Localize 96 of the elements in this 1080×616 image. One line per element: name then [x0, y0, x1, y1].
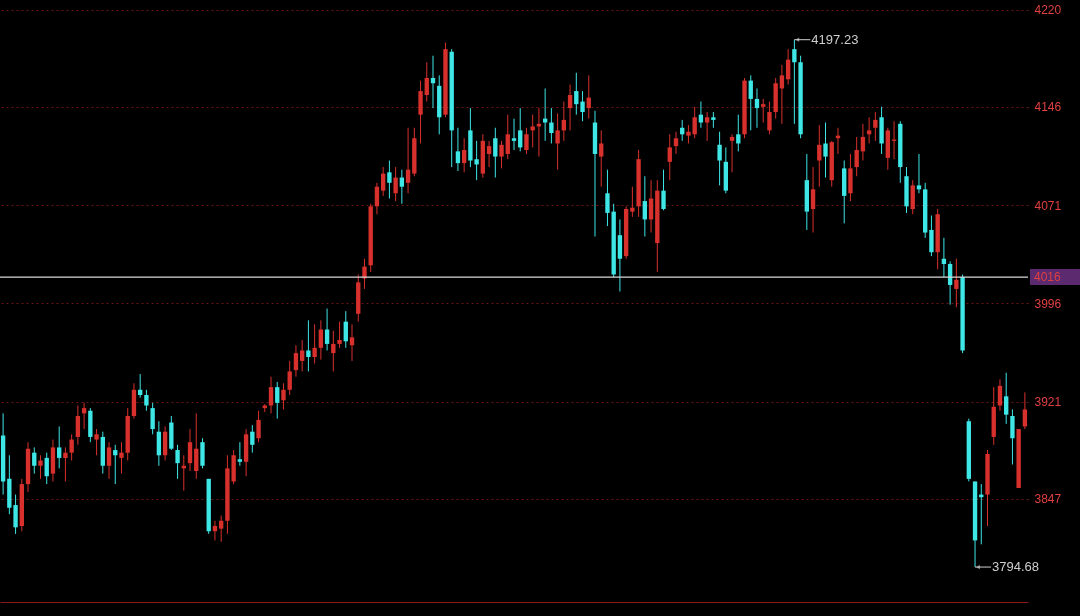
candlestick — [349, 323, 355, 362]
candlestick — [306, 319, 311, 372]
candlestick — [1004, 372, 1009, 425]
candlestick — [393, 166, 398, 202]
candlestick — [518, 107, 523, 152]
candlestick — [916, 153, 922, 194]
candlestick — [331, 330, 336, 372]
candlestick — [256, 410, 261, 443]
candlestick — [736, 114, 741, 152]
candlestick — [605, 169, 610, 227]
candlestick — [399, 169, 405, 205]
candlestick — [910, 179, 915, 215]
ref-line-label: 4016 — [1034, 270, 1062, 285]
candlestick — [1010, 408, 1015, 465]
candlestick — [717, 131, 722, 186]
y-tick-label: 3921 — [1034, 395, 1062, 410]
candlestick — [32, 446, 37, 475]
candlestick — [530, 114, 535, 148]
candlestick — [75, 404, 81, 446]
candlestick — [268, 376, 274, 414]
candlestick — [493, 127, 498, 179]
candlestick — [106, 441, 112, 480]
candlestick — [748, 74, 753, 131]
candlestick — [661, 169, 666, 211]
candlestick — [312, 323, 317, 365]
candlestick — [823, 122, 828, 179]
candlestick — [729, 133, 735, 173]
candlestick — [754, 87, 760, 129]
candlestick — [337, 321, 342, 349]
candlestick — [499, 140, 504, 169]
candlestick — [542, 87, 548, 142]
candlestick — [505, 114, 510, 160]
candlestick — [524, 127, 529, 155]
candlestick — [511, 118, 517, 151]
y-tick-label: 3996 — [1034, 296, 1062, 311]
candlestick — [630, 186, 635, 218]
candlestick — [250, 424, 255, 454]
candlestick — [219, 515, 224, 543]
candlestick — [175, 444, 180, 480]
y-tick-label: 4146 — [1034, 100, 1062, 115]
candlestick — [929, 215, 934, 257]
candlestick — [94, 428, 99, 456]
candlestick — [455, 127, 461, 172]
candlestick — [405, 127, 411, 194]
candlestick — [555, 112, 560, 171]
candlestick — [567, 84, 573, 131]
candlestick — [673, 131, 679, 155]
candlestick — [574, 72, 579, 116]
candlestick — [461, 137, 467, 173]
candlestick — [954, 258, 959, 308]
candlestick — [275, 381, 280, 420]
candlestick — [287, 360, 292, 396]
candlestick — [761, 98, 766, 124]
candlestick — [194, 412, 199, 480]
candlestick — [318, 319, 324, 361]
candlestick — [873, 111, 878, 142]
candlestick — [418, 80, 423, 144]
candlestick — [486, 140, 492, 168]
candlestick — [424, 61, 429, 103]
candlestick — [779, 64, 785, 125]
candlestick — [281, 382, 286, 410]
candlestick — [1022, 391, 1028, 430]
candlestick — [119, 441, 124, 475]
candlestick — [200, 437, 205, 469]
candlestick — [38, 454, 43, 480]
y-tick-label: 3847 — [1034, 492, 1062, 507]
y-tick-label: 4220 — [1034, 3, 1062, 18]
annotation: 3794.68 — [992, 559, 1040, 575]
candlestick — [144, 389, 149, 412]
candlestick — [549, 107, 554, 144]
annotation: 4197.23 — [811, 31, 859, 47]
candlestick — [642, 175, 648, 237]
y-tick-label: 4071 — [1034, 198, 1062, 213]
candlestick — [293, 344, 299, 378]
candlestick — [698, 101, 704, 129]
candlestick — [69, 433, 74, 462]
candlestick — [150, 402, 155, 435]
candlestick — [866, 116, 872, 144]
candlestick — [667, 133, 672, 181]
candlestick — [817, 124, 822, 188]
candlestick — [704, 111, 710, 142]
candlestick — [810, 166, 816, 234]
candlestick — [63, 446, 68, 482]
candlestick — [792, 39, 797, 125]
candlestick — [57, 425, 62, 469]
candlestick — [380, 166, 386, 197]
candlestick — [387, 160, 392, 200]
candlestick — [767, 101, 772, 135]
candlestick — [617, 218, 623, 293]
candlestick — [854, 136, 859, 177]
candlestick — [187, 428, 193, 472]
candlestick — [580, 90, 585, 122]
candlestick — [44, 452, 49, 485]
candlestick — [237, 441, 243, 467]
candlestick — [299, 339, 305, 372]
candlestick — [599, 129, 604, 188]
